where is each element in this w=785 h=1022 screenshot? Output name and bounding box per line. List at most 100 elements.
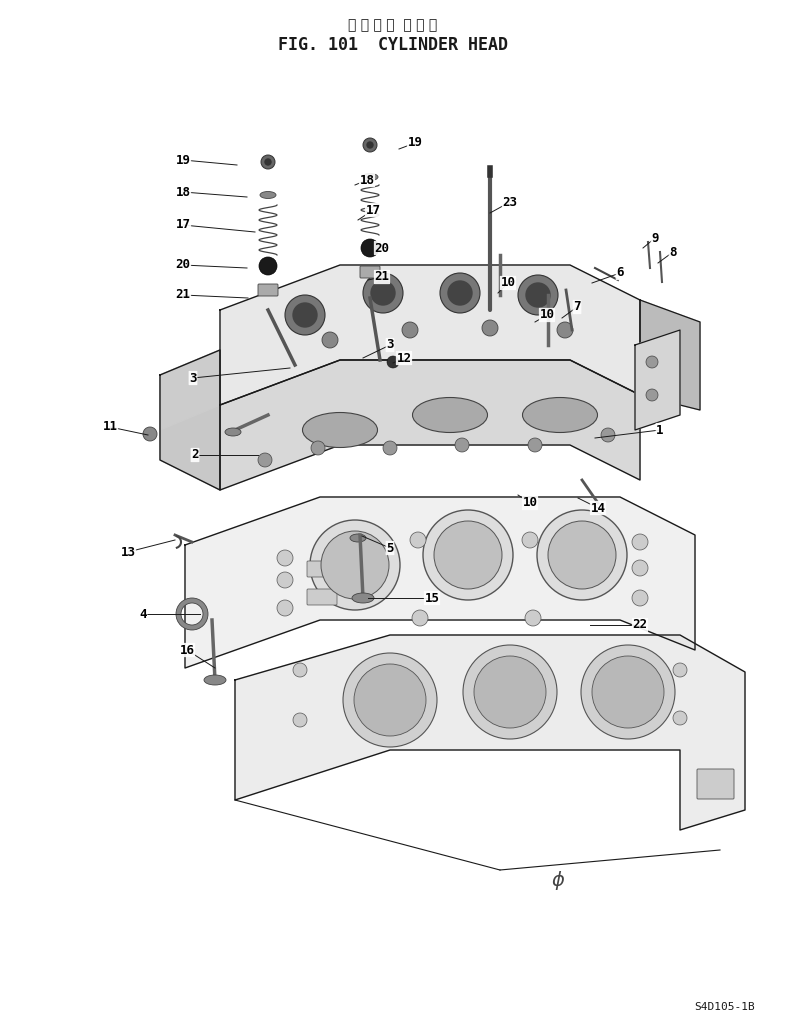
Text: 14: 14 [590, 502, 605, 514]
Text: 18: 18 [360, 174, 374, 186]
Text: 20: 20 [374, 241, 389, 254]
Circle shape [277, 600, 293, 616]
Circle shape [387, 356, 399, 368]
FancyBboxPatch shape [697, 769, 734, 799]
FancyBboxPatch shape [307, 589, 337, 605]
Text: 18: 18 [176, 186, 191, 198]
Text: 19: 19 [407, 137, 422, 149]
Circle shape [528, 438, 542, 452]
Text: 17: 17 [176, 219, 191, 232]
Circle shape [482, 320, 498, 336]
Ellipse shape [523, 398, 597, 432]
Circle shape [402, 322, 418, 338]
Circle shape [581, 645, 675, 739]
Text: 7: 7 [573, 300, 581, 314]
Text: 16: 16 [180, 644, 195, 656]
Circle shape [440, 273, 480, 313]
Circle shape [632, 535, 648, 550]
Circle shape [143, 427, 157, 442]
Circle shape [293, 713, 307, 727]
Circle shape [548, 521, 616, 589]
Circle shape [557, 322, 573, 338]
Circle shape [310, 520, 400, 610]
Polygon shape [635, 330, 680, 430]
Circle shape [522, 532, 538, 548]
Text: 10: 10 [523, 497, 538, 510]
Text: 11: 11 [103, 420, 118, 433]
Circle shape [293, 663, 307, 677]
Circle shape [354, 664, 426, 736]
Polygon shape [185, 497, 695, 668]
Text: 23: 23 [502, 195, 517, 208]
Circle shape [277, 572, 293, 588]
Ellipse shape [412, 398, 487, 432]
Text: 12: 12 [396, 352, 411, 365]
Polygon shape [160, 350, 220, 430]
Ellipse shape [350, 535, 366, 542]
Text: 10: 10 [501, 277, 516, 289]
Circle shape [265, 159, 271, 165]
Circle shape [518, 275, 558, 315]
Text: $\phi$: $\phi$ [551, 869, 565, 891]
Ellipse shape [302, 413, 378, 448]
Circle shape [526, 283, 550, 307]
Polygon shape [220, 360, 640, 490]
Circle shape [258, 453, 272, 467]
Circle shape [261, 155, 275, 169]
Text: 17: 17 [366, 203, 381, 217]
Text: 21: 21 [374, 271, 389, 283]
Circle shape [321, 531, 389, 599]
Polygon shape [640, 300, 700, 410]
Circle shape [632, 560, 648, 576]
Circle shape [311, 442, 325, 455]
Ellipse shape [362, 174, 378, 181]
Circle shape [455, 438, 469, 452]
Polygon shape [160, 350, 220, 490]
Text: 5: 5 [386, 542, 394, 555]
FancyBboxPatch shape [360, 266, 380, 278]
Circle shape [448, 281, 472, 305]
Text: 6: 6 [616, 267, 624, 279]
Circle shape [646, 356, 658, 368]
Ellipse shape [204, 675, 226, 685]
Circle shape [410, 532, 426, 548]
Text: FIG. 101  CYLINDER HEAD: FIG. 101 CYLINDER HEAD [278, 36, 507, 54]
Text: 13: 13 [121, 546, 136, 558]
Polygon shape [220, 265, 640, 405]
Circle shape [322, 332, 338, 349]
Text: 2: 2 [192, 449, 199, 462]
Circle shape [383, 442, 397, 455]
Circle shape [673, 711, 687, 725]
Circle shape [646, 389, 658, 401]
Circle shape [525, 610, 541, 626]
FancyBboxPatch shape [258, 284, 278, 296]
Text: 22: 22 [633, 618, 648, 632]
Circle shape [474, 656, 546, 728]
Circle shape [363, 273, 403, 313]
Circle shape [277, 550, 293, 566]
Text: 21: 21 [176, 288, 191, 301]
Ellipse shape [260, 191, 276, 198]
Text: 15: 15 [425, 592, 440, 604]
Circle shape [632, 590, 648, 606]
Ellipse shape [352, 593, 374, 603]
Circle shape [423, 510, 513, 600]
Text: 3: 3 [189, 372, 197, 384]
Circle shape [363, 138, 377, 152]
Text: 20: 20 [176, 259, 191, 272]
Circle shape [367, 142, 373, 148]
Text: 3: 3 [386, 338, 394, 352]
Circle shape [371, 281, 395, 305]
Circle shape [259, 257, 277, 275]
Polygon shape [235, 635, 745, 830]
FancyBboxPatch shape [307, 561, 337, 577]
Text: 4: 4 [139, 607, 147, 620]
Text: 1: 1 [656, 423, 664, 436]
Text: 19: 19 [176, 153, 191, 167]
Text: S4D105-1B: S4D105-1B [694, 1002, 755, 1012]
Text: 10: 10 [539, 309, 554, 322]
Circle shape [293, 303, 317, 327]
Circle shape [673, 663, 687, 677]
Circle shape [537, 510, 627, 600]
Text: 9: 9 [652, 232, 659, 244]
